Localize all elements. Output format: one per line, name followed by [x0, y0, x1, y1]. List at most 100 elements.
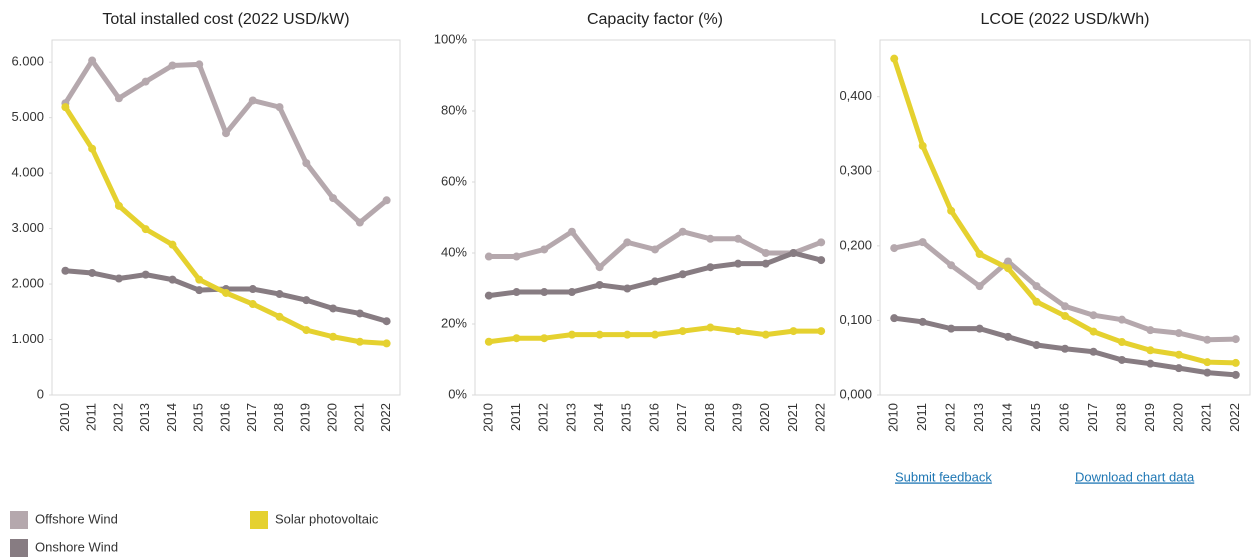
x-tick-label: 2022 [813, 403, 828, 432]
data-point [1146, 326, 1155, 335]
y-tick-label: 40% [441, 244, 467, 259]
legend-label: Onshore Wind [35, 539, 118, 554]
data-point [918, 317, 927, 326]
data-point [975, 282, 984, 291]
data-point [88, 268, 97, 277]
data-point [789, 327, 798, 336]
data-point [382, 196, 391, 205]
data-point [1061, 302, 1069, 311]
data-point [355, 337, 364, 346]
data-point [382, 339, 391, 348]
data-point [890, 314, 899, 323]
data-point [734, 327, 743, 336]
data-point [512, 252, 521, 261]
data-point [623, 330, 632, 339]
data-point [484, 291, 493, 300]
data-point [761, 330, 770, 339]
plot-area [879, 39, 1251, 396]
data-point [168, 275, 177, 284]
data-point [275, 312, 284, 321]
data-point [61, 103, 70, 112]
data-point [567, 288, 576, 297]
data-point [1061, 344, 1069, 353]
legend-swatch [250, 511, 268, 529]
y-tick-label: 1.000 [11, 331, 44, 346]
data-point [651, 245, 659, 254]
data-point [114, 201, 123, 210]
x-tick-label: 2019 [1142, 403, 1157, 432]
data-point [918, 141, 927, 150]
data-point [975, 324, 984, 333]
data-point [947, 324, 956, 333]
data-point [88, 144, 97, 153]
x-tick-label: 2017 [674, 403, 689, 432]
x-tick-label: 2012 [110, 403, 125, 432]
x-tick-label: 2015 [619, 403, 634, 432]
x-tick-label: 2016 [1056, 403, 1071, 432]
data-point [355, 218, 364, 227]
x-tick-label: 2013 [563, 403, 578, 432]
data-point [88, 56, 97, 65]
x-tick-label: 2010 [886, 403, 901, 432]
data-point [355, 309, 364, 318]
data-point [1117, 355, 1126, 364]
data-point [512, 288, 521, 297]
data-point [595, 263, 604, 272]
data-point [947, 261, 956, 270]
data-point [484, 337, 493, 346]
data-point [329, 194, 338, 203]
x-tick-label: 2015 [191, 403, 206, 432]
x-tick-label: 2017 [1085, 403, 1100, 432]
download-data-link[interactable]: Download chart data [1075, 469, 1195, 484]
y-tick-label: 100% [434, 31, 468, 46]
data-point [302, 326, 311, 335]
x-tick-label: 2018 [1113, 403, 1128, 432]
submit-feedback-link[interactable]: Submit feedback [895, 469, 992, 484]
y-tick-label: 0,300 [839, 163, 872, 178]
x-tick-label: 2021 [785, 403, 800, 432]
data-point [1231, 358, 1240, 367]
chart-title: LCOE (2022 USD/kWh) [981, 11, 1150, 28]
x-tick-label: 2017 [244, 403, 259, 432]
data-point [890, 244, 899, 253]
data-point [1174, 350, 1183, 359]
x-tick-label: 2022 [1227, 403, 1242, 432]
x-tick-label: 2016 [646, 403, 661, 432]
data-point [1146, 359, 1155, 368]
y-tick-label: 20% [441, 315, 467, 330]
data-point [761, 249, 770, 257]
chart-title: Capacity factor (%) [587, 11, 723, 28]
data-point [1117, 315, 1126, 324]
data-point [540, 334, 549, 343]
y-tick-label: 0,100 [839, 312, 872, 327]
data-point [484, 252, 493, 261]
data-point [1174, 364, 1183, 373]
chart-title: Total installed cost (2022 USD/kW) [102, 11, 349, 28]
y-tick-label: 0,200 [839, 237, 872, 252]
data-point [1089, 347, 1098, 356]
x-tick-label: 2014 [164, 403, 179, 432]
plot-area [474, 39, 836, 396]
x-tick-label: 2020 [1170, 403, 1185, 432]
x-tick-label: 2018 [702, 403, 717, 432]
data-point [651, 277, 659, 286]
x-tick-label: 2013 [137, 403, 152, 432]
y-tick-label: 60% [441, 173, 467, 188]
data-point [1032, 297, 1041, 306]
legend-swatch [10, 511, 28, 529]
data-point [1174, 329, 1183, 338]
data-point [248, 96, 257, 105]
data-point [1032, 282, 1041, 291]
data-point [1117, 338, 1126, 347]
x-tick-label: 2010 [480, 403, 495, 432]
y-tick-label: 3.000 [11, 220, 44, 235]
y-tick-label: 4.000 [11, 165, 44, 180]
data-point [329, 304, 338, 313]
x-tick-label: 2022 [378, 403, 393, 432]
data-point [61, 266, 70, 275]
x-tick-label: 2021 [351, 403, 366, 432]
data-point [540, 288, 549, 297]
data-point [1089, 311, 1098, 320]
data-point [329, 332, 338, 341]
data-point [1061, 311, 1069, 320]
